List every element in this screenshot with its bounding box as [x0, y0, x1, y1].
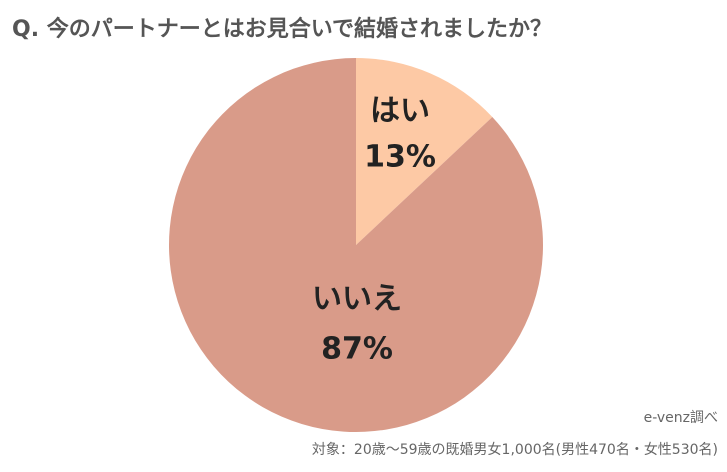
value-label: 87% [321, 332, 393, 367]
slice-label: はい [370, 94, 430, 129]
slice-label: いいえ [312, 282, 402, 317]
value-label: 13% [364, 140, 436, 175]
chart-title: Q. 今のパートナーとはお見合いで結婚されましたか？ [12, 16, 552, 42]
note: 対象：20歳〜59歳の既婚男女1,000名(男性470名・女性530名) [312, 441, 718, 458]
pie-slice [169, 58, 544, 432]
pie-slice [356, 58, 493, 245]
pie: はい 13% いいえ 87% [169, 58, 544, 432]
source: e-venz調べ [644, 410, 718, 426]
